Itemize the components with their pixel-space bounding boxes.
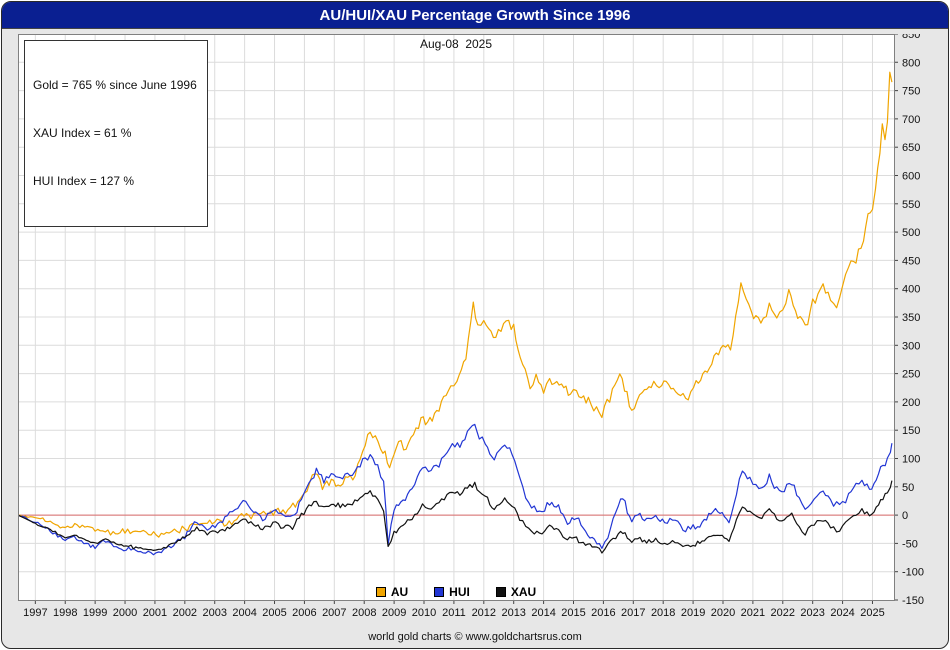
title-bar: AU/HUI/XAU Percentage Growth Since 1996 <box>2 2 948 29</box>
svg-text:2014: 2014 <box>531 607 555 619</box>
legend-label: AU <box>390 585 409 599</box>
legend: AU HUI XAU <box>18 585 894 599</box>
svg-text:-50: -50 <box>902 538 918 550</box>
svg-text:2015: 2015 <box>561 607 585 619</box>
svg-text:2020: 2020 <box>711 607 735 619</box>
svg-text:-100: -100 <box>902 567 924 579</box>
svg-text:550: 550 <box>902 199 920 211</box>
svg-text:2023: 2023 <box>800 607 824 619</box>
svg-text:400: 400 <box>902 284 920 296</box>
svg-text:2000: 2000 <box>113 607 137 619</box>
chart-region: 850 800 750 700 650 600 550 500 450 400 350 300 250 2… <box>17 29 944 634</box>
info-line-hui: HUI Index = 127 % <box>33 174 135 188</box>
svg-text:50: 50 <box>902 482 914 494</box>
svg-text:2003: 2003 <box>202 607 226 619</box>
svg-text:2005: 2005 <box>262 607 286 619</box>
svg-text:1999: 1999 <box>83 607 107 619</box>
legend-item: XAU <box>495 585 537 599</box>
svg-text:2006: 2006 <box>292 607 316 619</box>
svg-text:500: 500 <box>902 227 920 239</box>
svg-text:1997: 1997 <box>23 607 47 619</box>
svg-text:2011: 2011 <box>442 607 466 619</box>
svg-text:250: 250 <box>902 369 920 381</box>
legend-item: HUI <box>434 585 470 599</box>
svg-text:2019: 2019 <box>681 607 705 619</box>
date-annotation: Aug-08 2025 <box>419 37 493 51</box>
svg-text:100: 100 <box>902 454 920 466</box>
svg-text:450: 450 <box>902 255 920 267</box>
svg-text:2008: 2008 <box>352 607 376 619</box>
info-box: Gold = 765 % since June 1996 XAU Index =… <box>24 40 208 227</box>
svg-text:2009: 2009 <box>382 607 406 619</box>
svg-text:300: 300 <box>902 340 920 352</box>
svg-text:2010: 2010 <box>412 607 436 619</box>
svg-text:2021: 2021 <box>741 607 765 619</box>
svg-text:2016: 2016 <box>591 607 615 619</box>
svg-text:600: 600 <box>902 171 920 183</box>
svg-text:2018: 2018 <box>651 607 675 619</box>
svg-text:2001: 2001 <box>143 607 167 619</box>
info-line-gold: Gold = 765 % since June 1996 <box>33 78 197 92</box>
svg-text:2007: 2007 <box>322 607 346 619</box>
svg-text:2025: 2025 <box>860 607 884 619</box>
legend-label: HUI <box>449 585 470 599</box>
footer-credit: world gold charts © www.goldchartsrus.co… <box>368 631 582 643</box>
svg-text:350: 350 <box>902 312 920 324</box>
svg-text:650: 650 <box>902 142 920 154</box>
svg-text:2024: 2024 <box>830 607 854 619</box>
legend-item: AU <box>375 585 409 599</box>
svg-text:2004: 2004 <box>232 607 256 619</box>
svg-text:2017: 2017 <box>621 607 645 619</box>
svg-text:800: 800 <box>902 57 920 69</box>
svg-text:200: 200 <box>902 397 920 409</box>
svg-text:0: 0 <box>902 510 908 522</box>
legend-swatch-xau-icon <box>495 587 506 597</box>
chart-title: AU/HUI/XAU Percentage Growth Since 1996 <box>319 6 631 24</box>
svg-text:2022: 2022 <box>771 607 795 619</box>
svg-text:700: 700 <box>902 114 920 126</box>
svg-text:2012: 2012 <box>472 607 496 619</box>
svg-text:2002: 2002 <box>173 607 197 619</box>
info-line-xau: XAU Index = 61 % <box>33 126 132 140</box>
svg-text:1998: 1998 <box>53 607 77 619</box>
svg-text:150: 150 <box>902 425 920 437</box>
svg-text:850: 850 <box>902 34 920 41</box>
legend-label: XAU <box>510 585 537 599</box>
svg-text:750: 750 <box>902 86 920 98</box>
legend-swatch-hui-icon <box>434 587 445 597</box>
legend-swatch-au-icon <box>375 587 386 597</box>
svg-text:-150: -150 <box>902 595 924 607</box>
svg-text:2013: 2013 <box>501 607 525 619</box>
